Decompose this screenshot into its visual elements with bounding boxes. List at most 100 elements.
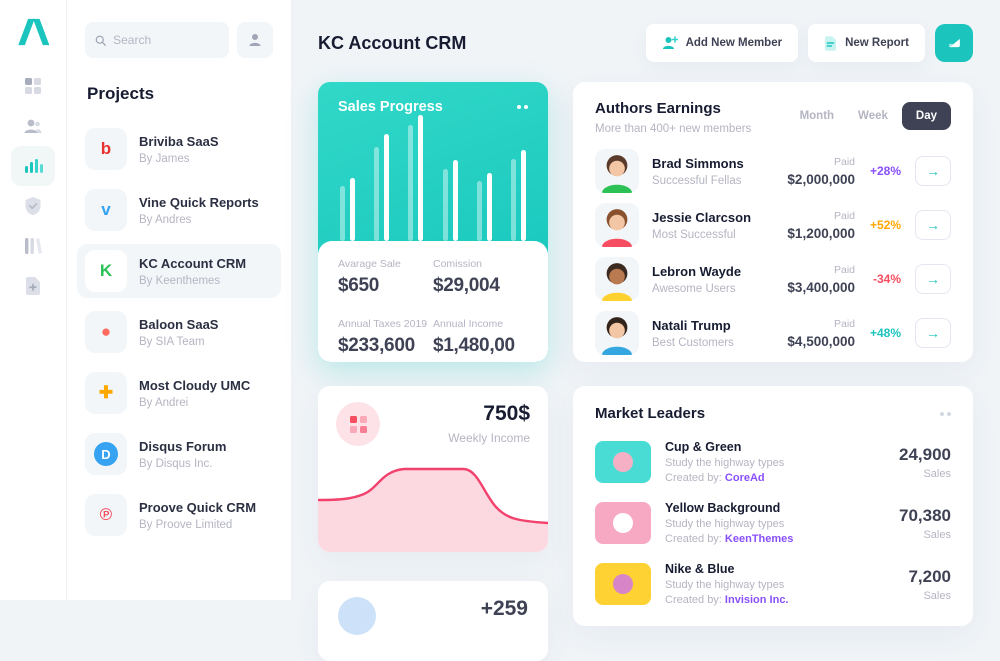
avatar-face <box>609 268 625 285</box>
project-item[interactable]: ℗ Proove Quick CRM By Proove Limited <box>77 488 281 542</box>
author-name: Brad Simmons <box>652 155 744 171</box>
user-icon <box>249 34 261 46</box>
weekly-income-label: Weekly Income <box>448 431 530 445</box>
sales-stat: Comission $29,004 <box>433 258 528 303</box>
leader-created-by: Created by: CoreAd <box>665 472 899 484</box>
author-detail-arrow-button[interactable]: → <box>915 156 951 186</box>
leader-sales-unit: Sales <box>923 589 951 602</box>
creator-link[interactable]: CoreAd <box>724 472 765 484</box>
project-item[interactable]: ✚ Most Cloudy UMC By Andrei <box>77 366 281 420</box>
author-detail-arrow-button[interactable]: → <box>915 318 951 348</box>
author-avatar <box>595 311 639 355</box>
rail-item-users[interactable] <box>11 106 55 146</box>
leader-created-by: Created by: KeenThemes <box>665 533 899 545</box>
authors-earnings-subtitle: More than 400+ new members <box>595 123 752 135</box>
user-avatar-button[interactable] <box>237 22 273 58</box>
paid-label: Paid <box>833 263 855 276</box>
creator-link[interactable]: KeenThemes <box>724 533 794 545</box>
project-subtitle: By Disqus Inc. <box>139 457 213 470</box>
tab-week[interactable]: Week <box>858 110 888 122</box>
avatar-shirt <box>601 292 633 301</box>
project-item[interactable]: ● Baloon SaaS By SIA Team <box>77 305 281 359</box>
report-file-icon <box>825 35 837 51</box>
authors-period-tabs: Month Week Day <box>790 102 951 130</box>
authors-earnings-card: Authors Earnings More than 400+ new memb… <box>573 82 973 362</box>
created-by-prefix: Created by: <box>665 594 725 606</box>
leader-title: Nike & Blue <box>665 562 735 576</box>
projects-sidebar: Projects b Briviba SaaS By James v Vine … <box>67 0 292 600</box>
project-subtitle: By James <box>139 152 190 165</box>
leader-sales-value: 24,900 <box>899 444 951 464</box>
project-title: KC Account CRM <box>139 255 247 271</box>
avatar-shirt <box>601 346 633 355</box>
avatar-shirt <box>601 238 633 247</box>
project-icon: K <box>85 250 127 292</box>
leader-thumbnail <box>595 502 651 544</box>
search-box <box>85 22 229 58</box>
project-item[interactable]: D Disqus Forum By Disqus Inc. <box>77 427 281 481</box>
chart-arrow-icon <box>949 38 960 48</box>
project-item[interactable]: b Briviba SaaS By James <box>77 122 281 176</box>
stat-value: $1,480,00 <box>433 334 515 356</box>
sales-bar-pair <box>374 115 390 241</box>
leader-title: Yellow Background <box>665 501 781 515</box>
author-row: Lebron Wayde Awesome Users Paid $3,400,0… <box>595 257 951 301</box>
rail-item-security[interactable] <box>11 186 55 226</box>
avatar-shirt <box>601 184 633 193</box>
search-input[interactable] <box>113 33 219 47</box>
creator-link[interactable]: Invision Inc. <box>724 594 789 606</box>
users-icon <box>24 119 42 133</box>
project-subtitle: By Andrei <box>139 396 189 409</box>
rail-item-dashboard[interactable] <box>11 66 55 106</box>
add-new-member-label: Add New Member <box>685 37 783 49</box>
market-leaders-menu-dots[interactable] <box>940 408 951 420</box>
avatar-face <box>609 322 625 339</box>
sales-bar-pair <box>442 115 458 241</box>
new-report-button[interactable]: New Report <box>808 24 925 62</box>
rail-item-analytics[interactable] <box>11 146 55 186</box>
tab-month[interactable]: Month <box>799 110 835 122</box>
sales-bar-pair <box>408 115 424 241</box>
author-subtitle: Most Successful <box>652 228 736 241</box>
stats-quick-button[interactable] <box>935 24 973 62</box>
paid-amount: $3,400,000 <box>787 279 855 295</box>
rail-nav <box>11 66 55 306</box>
rail-item-library[interactable] <box>11 226 55 266</box>
grid-icon <box>25 78 41 94</box>
leader-sales-unit: Sales <box>923 528 951 541</box>
market-leaders-title: Market Leaders <box>595 405 706 422</box>
sales-bar-pair <box>510 115 526 241</box>
project-list: b Briviba SaaS By James v Vine Quick Rep… <box>77 122 281 542</box>
avatar-face <box>609 160 625 177</box>
project-subtitle: By SIA Team <box>139 335 205 348</box>
project-item[interactable]: v Vine Quick Reports By Andres <box>77 183 281 237</box>
avatar-face <box>609 214 625 231</box>
sales-stat: Annual Taxes 2019 $233,600 <box>338 318 433 363</box>
sales-menu-dots[interactable] <box>517 101 528 113</box>
authors-rows: Brad Simmons Successful Fellas Paid $2,0… <box>595 149 951 355</box>
tab-day[interactable]: Day <box>901 102 951 130</box>
author-percent: +52% <box>869 218 901 232</box>
created-by-prefix: Created by: <box>665 533 725 545</box>
search-icon <box>95 35 106 46</box>
market-leader-row: Cup & Green Study the highway types Crea… <box>595 439 951 485</box>
project-item[interactable]: K KC Account CRM By Keenthemes <box>77 244 281 298</box>
paid-label: Paid <box>833 155 855 168</box>
sales-bar-pair <box>340 115 355 241</box>
author-avatar <box>595 149 639 193</box>
author-avatar <box>595 203 639 247</box>
sales-stats-panel: Avarage Sale $650 Comission $29,004 Annu… <box>318 241 548 362</box>
shield-check-icon <box>25 197 41 216</box>
author-percent: +28% <box>869 164 901 178</box>
add-new-member-button[interactable]: Add New Member <box>645 24 799 62</box>
rail-item-add-file[interactable] <box>11 266 55 306</box>
author-subtitle: Best Customers <box>652 336 734 349</box>
project-title: Most Cloudy UMC <box>139 377 251 393</box>
stat-value: $650 <box>338 275 380 296</box>
leader-thumbnail <box>595 441 651 483</box>
sales-stat: Annual Income $1,480,00 <box>433 318 528 363</box>
author-detail-arrow-button[interactable]: → <box>915 264 951 294</box>
author-percent: +48% <box>869 326 901 340</box>
projects-heading: Projects <box>87 84 155 103</box>
author-detail-arrow-button[interactable]: → <box>915 210 951 240</box>
